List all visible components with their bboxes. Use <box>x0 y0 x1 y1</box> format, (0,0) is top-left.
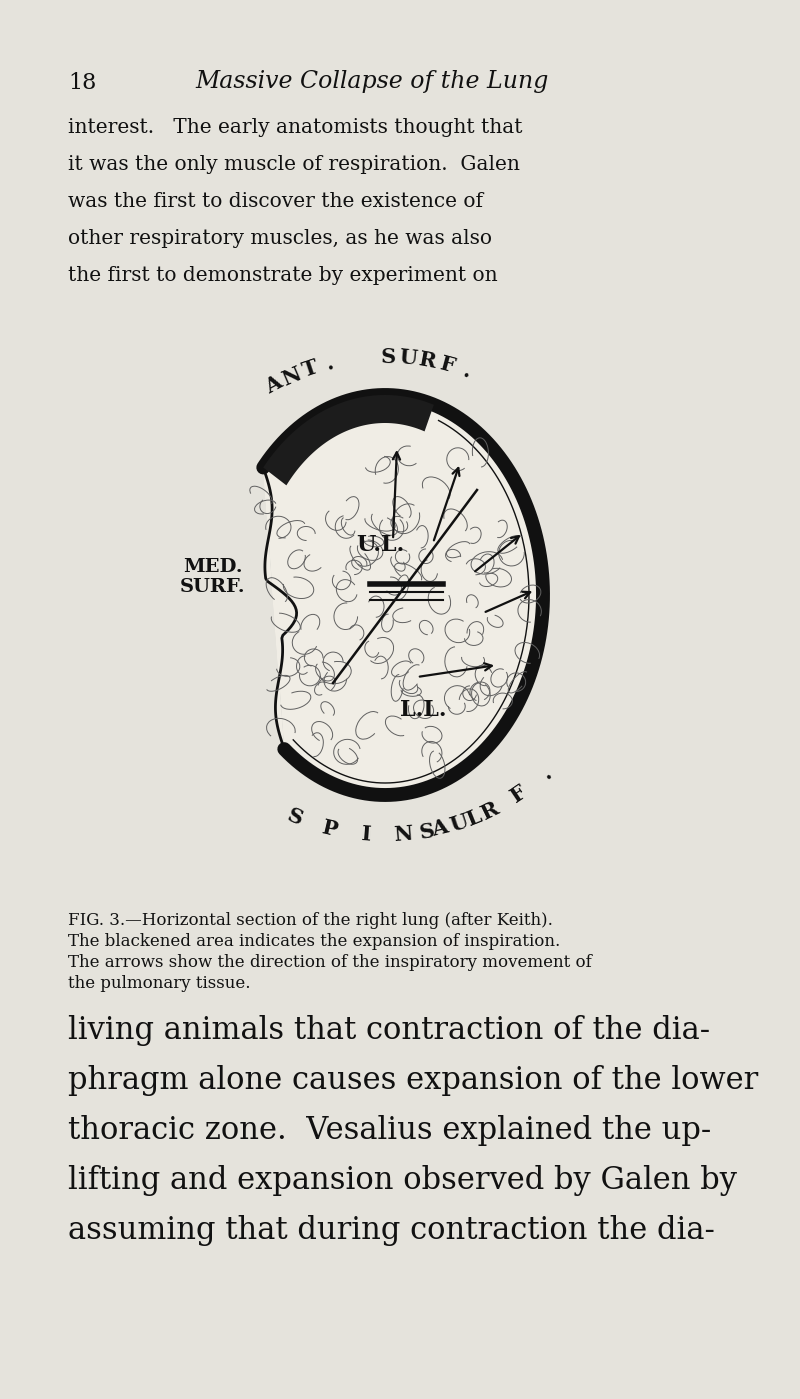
Text: interest.   The early anatomists thought that: interest. The early anatomists thought t… <box>68 118 522 137</box>
Text: F: F <box>507 782 531 806</box>
Text: L: L <box>464 806 486 830</box>
Text: SURF.: SURF. <box>180 578 246 596</box>
Text: was the first to discover the existence of: was the first to discover the existence … <box>68 192 483 211</box>
Text: phragm alone causes expansion of the lower: phragm alone causes expansion of the low… <box>68 1065 758 1095</box>
Text: I: I <box>361 824 372 845</box>
Text: S: S <box>284 806 306 830</box>
Text: .: . <box>536 764 555 783</box>
Text: thoracic zone.  Vesalius explained the up-: thoracic zone. Vesalius explained the up… <box>68 1115 711 1146</box>
Text: F: F <box>438 354 457 376</box>
Text: T: T <box>299 357 321 381</box>
Text: N: N <box>278 364 304 389</box>
Text: assuming that during contraction the dia-: assuming that during contraction the dia… <box>68 1214 715 1247</box>
Text: R: R <box>418 350 438 372</box>
Text: Massive Collapse of the Lung: Massive Collapse of the Lung <box>195 70 548 92</box>
Text: 18: 18 <box>68 71 96 94</box>
Text: the pulmonary tissue.: the pulmonary tissue. <box>68 975 250 992</box>
Text: S: S <box>418 820 436 842</box>
Text: U.L.: U.L. <box>356 534 404 555</box>
Polygon shape <box>263 395 543 795</box>
Text: The blackened area indicates the expansion of inspiration.: The blackened area indicates the expansi… <box>68 933 560 950</box>
Text: it was the only muscle of respiration.  Galen: it was the only muscle of respiration. G… <box>68 155 520 173</box>
Text: U: U <box>398 347 418 369</box>
Text: U: U <box>447 811 471 835</box>
Text: A: A <box>262 372 285 397</box>
Text: S: S <box>381 347 396 367</box>
Text: L.L.: L.L. <box>400 700 446 720</box>
Polygon shape <box>263 395 434 485</box>
Text: MED.: MED. <box>183 558 243 576</box>
Text: .: . <box>323 353 335 375</box>
Text: N: N <box>393 824 414 845</box>
Text: The arrows show the direction of the inspiratory movement of: The arrows show the direction of the ins… <box>68 954 592 971</box>
Text: FIG. 3.—Horizontal section of the right lung (after Keith).: FIG. 3.—Horizontal section of the right … <box>68 912 553 929</box>
Text: P: P <box>320 817 340 841</box>
Text: lifting and expansion observed by Galen by: lifting and expansion observed by Galen … <box>68 1165 737 1196</box>
Text: .: . <box>459 361 474 382</box>
Text: other respiratory muscles, as he was also: other respiratory muscles, as he was als… <box>68 229 492 248</box>
Text: the first to demonstrate by experiment on: the first to demonstrate by experiment o… <box>68 266 498 285</box>
Text: living animals that contraction of the dia-: living animals that contraction of the d… <box>68 1016 710 1046</box>
Text: R: R <box>478 797 502 824</box>
Text: A: A <box>430 817 450 841</box>
